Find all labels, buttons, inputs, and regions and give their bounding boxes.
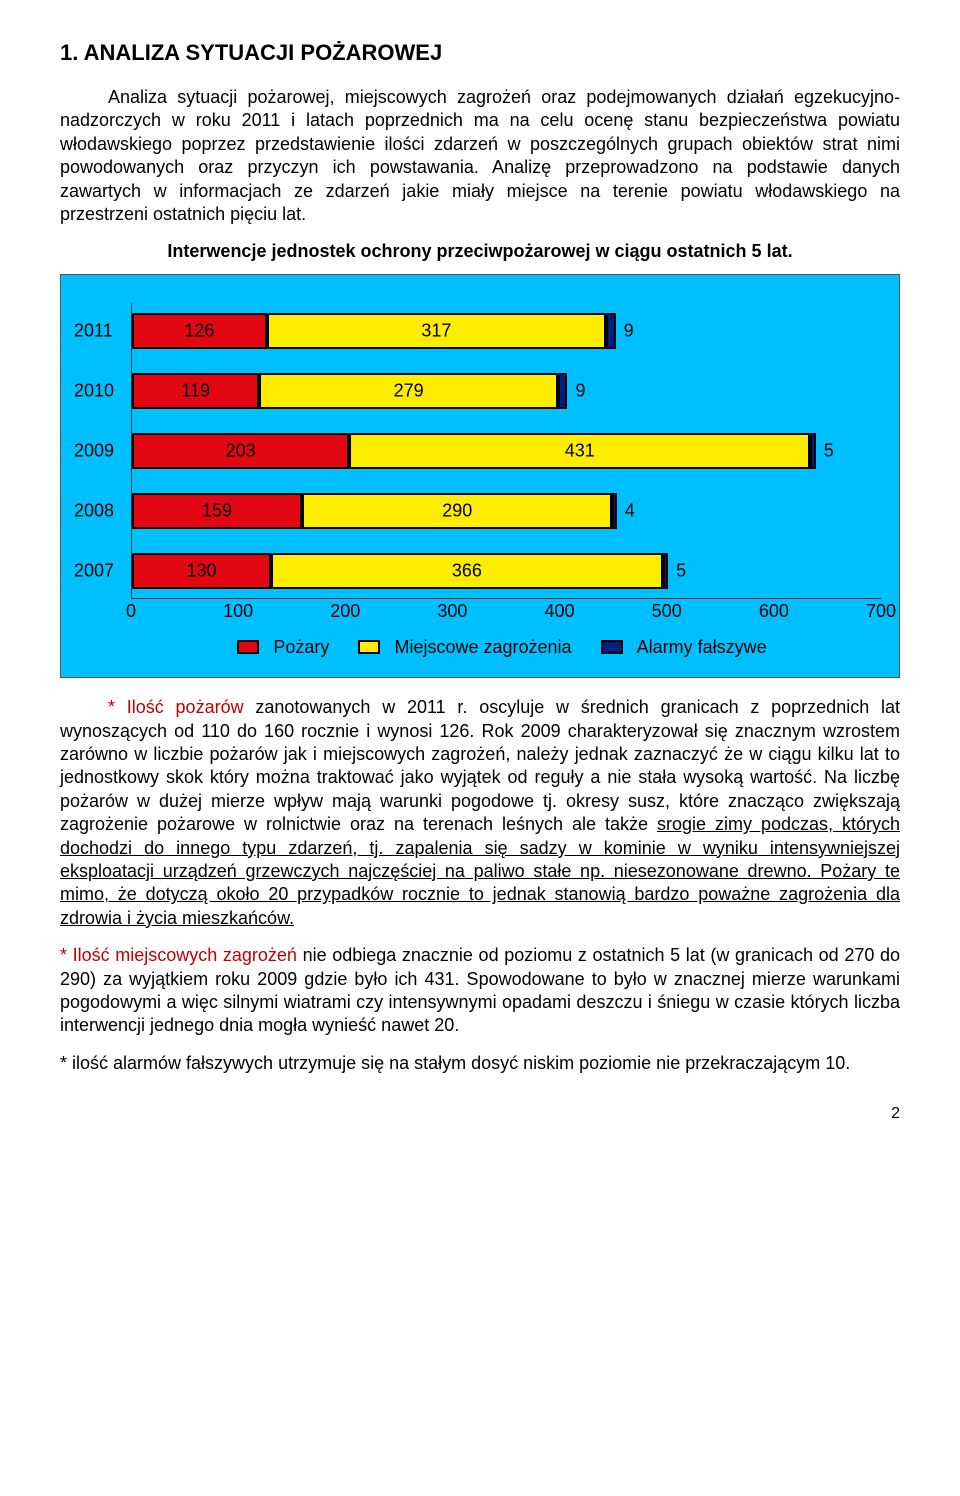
chart-y-label: 2007 xyxy=(74,560,114,581)
chart-y-label: 2011 xyxy=(74,320,113,341)
page-number: 2 xyxy=(60,1105,900,1123)
chart-bar-value: 366 xyxy=(452,560,482,581)
chart-title: Interwencje jednostek ochrony przeciwpoż… xyxy=(60,240,900,263)
chart-bar-segment xyxy=(612,493,616,529)
legend-item-pozary: Pożary xyxy=(237,637,337,658)
chart-bar-value: 4 xyxy=(625,500,635,521)
lead-alarmy: * ilość alarmów fałszywych xyxy=(60,1053,273,1073)
chart-bar-row: 130 366 5 xyxy=(132,553,881,589)
chart-bar-segment xyxy=(810,433,815,469)
legend-swatch-blue xyxy=(601,640,623,654)
chart-bar-value: 119 xyxy=(181,380,210,401)
chart-x-tick: 200 xyxy=(330,601,360,622)
paragraph-intro: Analiza sytuacji pożarowej, miejscowych … xyxy=(60,86,900,226)
chart-bar-value: 5 xyxy=(824,440,834,461)
chart-bar-value: 203 xyxy=(226,440,256,461)
chart-legend: Pożary Miejscowe zagrożenia Alarmy fałsz… xyxy=(131,637,881,660)
legend-swatch-yellow xyxy=(358,640,380,654)
chart-y-label: 2009 xyxy=(74,440,114,461)
chart-x-tick: 300 xyxy=(437,601,467,622)
chart-x-axis: 0100200300400500600700 xyxy=(131,599,881,625)
legend-label: Alarmy fałszywe xyxy=(637,637,767,658)
legend-item-miejscowe: Miejscowe zagrożenia xyxy=(358,637,579,658)
chart-bar-value: 431 xyxy=(565,440,595,461)
chart-y-label: 2008 xyxy=(74,500,114,521)
paragraph-alarmy: * ilość alarmów fałszywych utrzymuje się… xyxy=(60,1052,900,1075)
legend-label: Pożary xyxy=(273,637,329,658)
chart-bar-row: 159 290 4 xyxy=(132,493,881,529)
chart-x-tick: 500 xyxy=(652,601,682,622)
chart-bar-value: 9 xyxy=(575,380,585,401)
chart-x-tick: 700 xyxy=(866,601,896,622)
chart-bar-value: 279 xyxy=(394,380,424,401)
chart-bar-row: 126 317 9 xyxy=(132,313,881,349)
legend-label: Miejscowe zagrożenia xyxy=(394,637,571,658)
paragraph-pozary: * Ilość pożarów zanotowanych w 2011 r. o… xyxy=(60,696,900,930)
chart-bar-segment xyxy=(663,553,668,589)
chart-bar-segment xyxy=(606,313,616,349)
section-heading: 1. ANALIZA SYTUACJI POŻAROWEJ xyxy=(60,40,900,66)
chart-bar-segment xyxy=(558,373,568,409)
chart-bar-value: 130 xyxy=(187,560,217,581)
chart-bar-value: 9 xyxy=(624,320,634,341)
lead-pozary: * Ilość pożarów xyxy=(108,697,244,717)
chart-y-label: 2010 xyxy=(74,380,114,401)
chart-bar-value: 317 xyxy=(421,320,451,341)
chart-plot-area: 2011126317920101192799200920343152008159… xyxy=(131,303,881,599)
chart-x-tick: 100 xyxy=(223,601,253,622)
chart-x-tick: 600 xyxy=(759,601,789,622)
paragraph-miejscowe: * Ilość miejscowych zagrożeń nie odbiega… xyxy=(60,944,900,1038)
chart-bar-row: 203 431 5 xyxy=(132,433,881,469)
lead-miejscowe: * Ilość miejscowych zagrożeń xyxy=(60,945,297,965)
chart-bar-value: 5 xyxy=(676,560,686,581)
bar-chart: 2011 126 317 9 2010 119 279 9 2009 203 431 5 2008 159… xyxy=(60,274,900,679)
chart-bar-value: 159 xyxy=(202,500,232,521)
chart-x-tick: 0 xyxy=(126,601,136,622)
legend-item-alarmy: Alarmy fałszywe xyxy=(601,637,775,658)
legend-swatch-red xyxy=(237,640,259,654)
chart-bar-row: 119 279 9 xyxy=(132,373,881,409)
text: utrzymuje się na stałym dosyć niskim poz… xyxy=(273,1053,850,1073)
chart-bar-value: 290 xyxy=(442,500,472,521)
chart-bar-value: 126 xyxy=(184,320,214,341)
chart-x-tick: 400 xyxy=(545,601,575,622)
